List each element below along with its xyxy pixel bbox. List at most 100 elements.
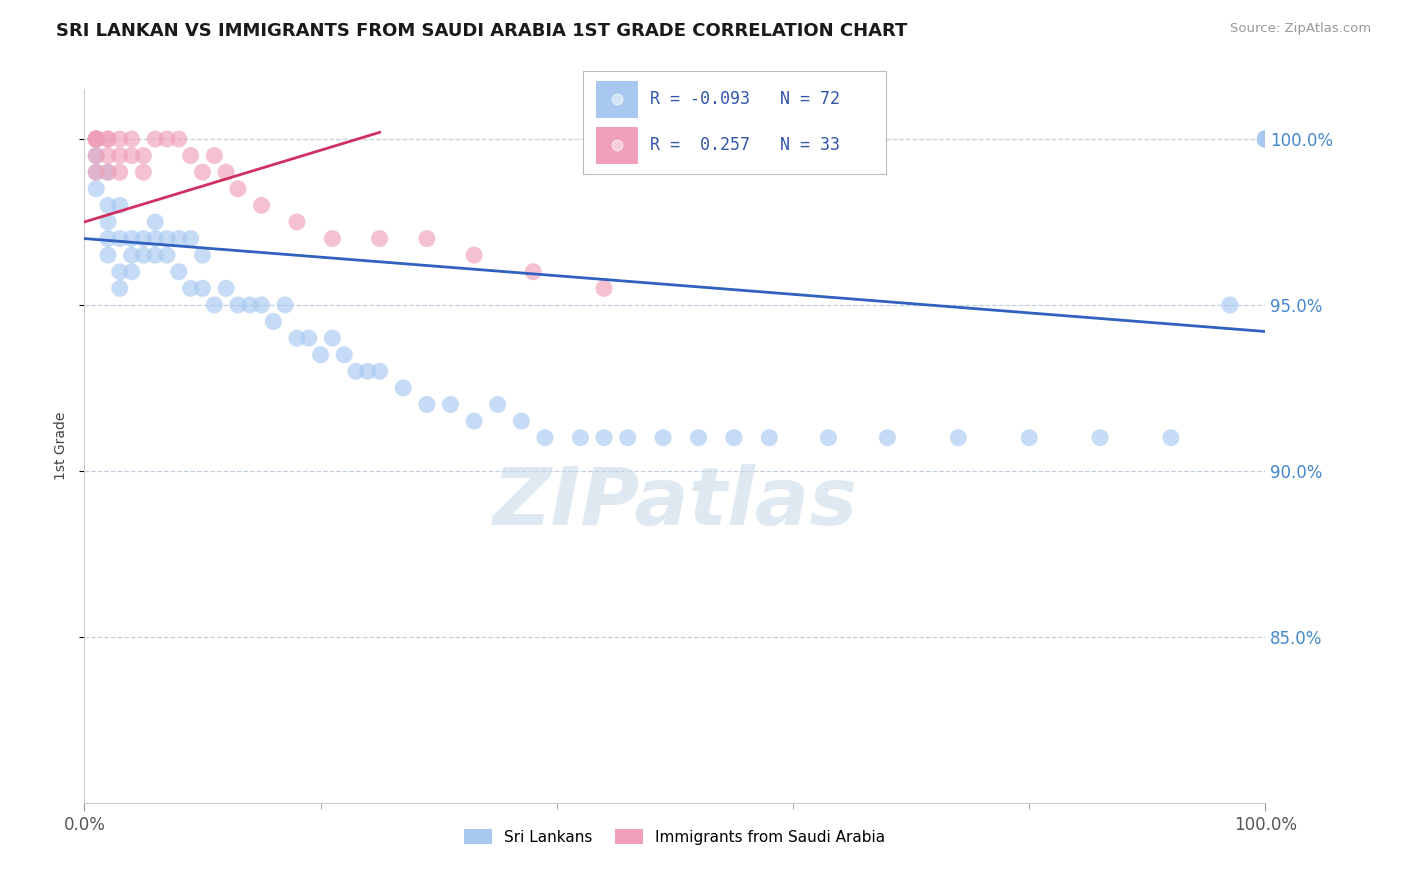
Text: R =  0.257   N = 33: R = 0.257 N = 33 (650, 136, 839, 154)
Point (510, 414, 533, 428)
Point (202, 298, 225, 312)
Point (97, 165, 120, 179)
Point (143, 215, 166, 229)
Point (463, 248, 485, 262)
Point (143, 231, 166, 245)
Point (156, 231, 179, 245)
Point (1254, 132, 1277, 146)
Point (97, 148, 120, 162)
Point (84, 148, 107, 162)
Point (948, 431, 970, 445)
Point (121, 265, 143, 279)
Point (121, 148, 143, 162)
Point (817, 431, 839, 445)
Point (1254, 132, 1277, 146)
Point (416, 231, 439, 245)
FancyBboxPatch shape (596, 80, 638, 118)
Point (368, 231, 391, 245)
Y-axis label: 1st Grade: 1st Grade (55, 412, 69, 480)
Text: R = -0.093   N = 72: R = -0.093 N = 72 (650, 90, 839, 108)
Point (132, 165, 155, 179)
Point (285, 215, 308, 229)
Point (97, 215, 120, 229)
Point (84, 148, 107, 162)
Point (84, 132, 107, 146)
Legend: Sri Lankans, Immigrants from Saudi Arabia: Sri Lankans, Immigrants from Saudi Arabi… (457, 821, 893, 852)
Point (250, 198, 273, 212)
Point (439, 397, 461, 411)
Point (262, 314, 284, 328)
Point (688, 431, 710, 445)
Point (239, 298, 262, 312)
Point (1160, 431, 1182, 445)
Point (593, 281, 616, 295)
Point (522, 265, 544, 279)
Point (167, 265, 190, 279)
Point (84, 132, 107, 146)
Text: SRI LANKAN VS IMMIGRANTS FROM SAUDI ARABIA 1ST GRADE CORRELATION CHART: SRI LANKAN VS IMMIGRANTS FROM SAUDI ARAB… (56, 22, 908, 40)
Point (1254, 132, 1277, 146)
Point (156, 248, 179, 262)
Point (486, 397, 509, 411)
Point (97, 132, 120, 146)
Point (344, 364, 367, 378)
Point (285, 331, 308, 345)
Point (108, 148, 131, 162)
Point (1219, 298, 1241, 312)
Point (97, 132, 120, 146)
Point (723, 431, 745, 445)
Point (191, 281, 214, 295)
Point (1018, 431, 1040, 445)
Point (180, 148, 202, 162)
Point (1254, 132, 1277, 146)
Point (652, 431, 675, 445)
FancyBboxPatch shape (596, 127, 638, 163)
Point (108, 231, 131, 245)
Point (416, 397, 439, 411)
Point (226, 182, 249, 196)
Point (606, 138, 628, 153)
Point (202, 148, 225, 162)
Point (121, 132, 143, 146)
Point (108, 165, 131, 179)
Point (132, 231, 155, 245)
Point (191, 165, 214, 179)
Point (463, 414, 485, 428)
Point (616, 431, 638, 445)
Point (143, 248, 166, 262)
Point (97, 248, 120, 262)
Point (167, 132, 190, 146)
Point (143, 132, 166, 146)
Point (180, 281, 202, 295)
Point (593, 431, 616, 445)
Text: Source: ZipAtlas.com: Source: ZipAtlas.com (1230, 22, 1371, 36)
Point (215, 281, 238, 295)
Point (1254, 132, 1277, 146)
Point (121, 248, 143, 262)
Point (97, 231, 120, 245)
Point (84, 165, 107, 179)
Point (108, 198, 131, 212)
Point (191, 248, 214, 262)
Point (368, 364, 391, 378)
Point (121, 231, 143, 245)
Point (321, 231, 343, 245)
Point (298, 331, 321, 345)
Point (84, 132, 107, 146)
Point (1088, 431, 1111, 445)
Point (84, 132, 107, 146)
Point (84, 182, 107, 196)
Point (392, 381, 415, 395)
Point (758, 431, 780, 445)
Point (606, 92, 628, 106)
Point (132, 248, 155, 262)
Point (876, 431, 898, 445)
Point (534, 431, 557, 445)
Point (108, 265, 131, 279)
Text: ZIPatlas: ZIPatlas (492, 464, 858, 542)
Point (274, 298, 297, 312)
Point (357, 364, 380, 378)
Point (333, 348, 356, 362)
Point (97, 198, 120, 212)
Point (84, 165, 107, 179)
